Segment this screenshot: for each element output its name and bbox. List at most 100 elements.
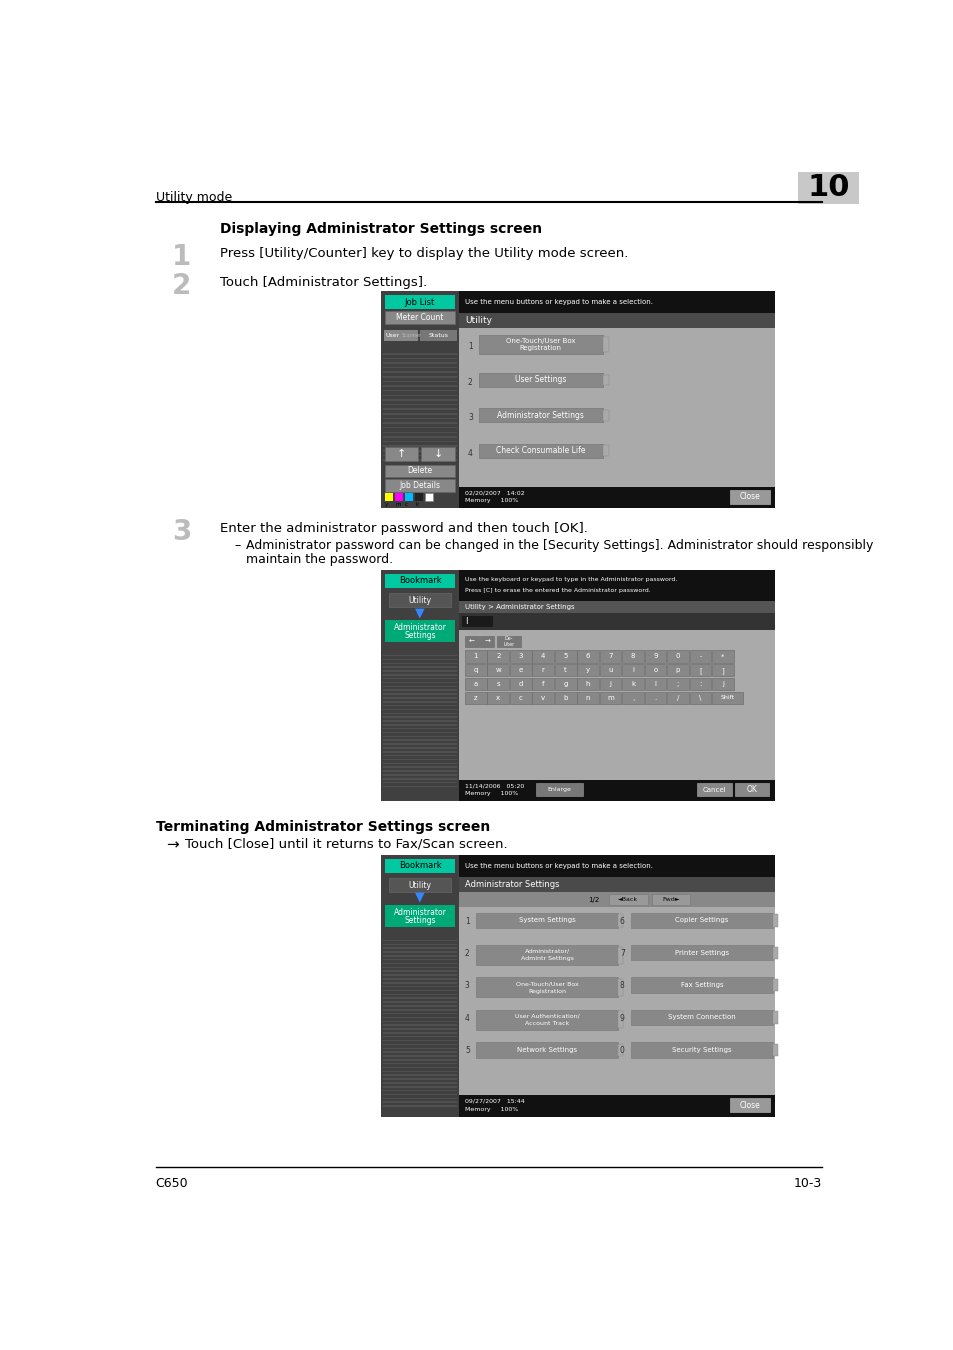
Bar [382,728,456,729]
Text: 10-3: 10-3 [793,1177,821,1189]
Bar [382,721,456,722]
Text: –: – [233,539,240,552]
Bar [476,1042,618,1057]
Text: ↓: ↓ [434,448,443,459]
Text: Enter the administrator password and then touch [OK].: Enter the administrator password and the… [220,521,587,535]
Bar [644,664,666,676]
Bar [383,329,418,340]
Bar [532,691,554,705]
Text: De-
Liter: De- Liter [503,636,515,647]
Text: Administrator: Administrator [393,909,446,917]
Bar [555,651,576,663]
Bar [382,1035,456,1038]
Bar [487,678,509,690]
Bar [382,690,456,691]
Text: Scanner: Scanner [401,332,421,338]
Text: w: w [495,667,500,674]
Bar [382,667,456,668]
Bar [382,1025,456,1026]
Bar [577,651,598,663]
Bar [509,678,531,690]
Bar [381,855,774,1116]
Bar [608,894,647,904]
Bar [382,450,456,451]
Text: 9: 9 [653,653,658,659]
Text: 2: 2 [464,949,469,958]
Text: t: t [563,667,566,674]
Text: 9: 9 [619,1014,624,1023]
Text: 8: 8 [630,653,635,659]
Text: 6: 6 [619,917,624,926]
Bar [405,493,413,501]
Bar [382,432,456,433]
Text: →: → [484,639,490,645]
Bar [487,664,509,676]
Bar [382,352,456,355]
Bar [697,783,731,796]
Text: e: e [518,667,522,674]
Text: Administrator Settings: Administrator Settings [497,410,583,420]
Text: 0: 0 [675,653,679,659]
Text: Utility mode: Utility mode [155,192,232,204]
Bar [458,292,774,313]
Bar [421,447,455,460]
Bar [458,313,774,328]
Text: o: o [653,667,657,674]
Text: Close: Close [739,493,760,501]
Text: x: x [496,695,499,701]
Text: y: y [585,667,590,674]
Bar [458,855,774,876]
Bar [602,336,608,352]
Text: Settings: Settings [404,630,436,640]
Bar [382,759,456,760]
Bar [458,1095,774,1116]
Text: Administrator: Administrator [393,624,446,632]
Bar [651,894,690,904]
Text: 1: 1 [172,243,191,271]
Bar [382,1002,456,1003]
Text: 2: 2 [172,273,192,300]
Text: Account Track: Account Track [524,1021,569,1026]
Text: 4: 4 [464,1014,469,1023]
Text: One-Touch/User Box: One-Touch/User Box [516,981,578,985]
Bar [382,1094,456,1095]
Bar [458,487,774,509]
Text: c: c [518,695,522,701]
Bar [666,678,688,690]
Bar [382,774,456,776]
Text: Shift: Shift [720,695,734,701]
Text: Memory     100%: Memory 100% [464,498,517,504]
Bar [385,904,455,926]
Text: 10: 10 [806,173,849,201]
Text: Job List: Job List [404,297,435,306]
Bar [382,1044,456,1045]
Text: Memory     100%: Memory 100% [464,1107,517,1111]
Bar [425,493,433,501]
Text: Press [C] to erase the entered the Administrator password.: Press [C] to erase the entered the Admin… [464,587,650,593]
Text: 5: 5 [563,653,567,659]
Bar [382,400,456,401]
Text: m: m [395,502,400,508]
Bar [385,296,455,309]
Bar [618,914,622,926]
Text: System Connection: System Connection [667,1014,735,1021]
Text: Fwd►: Fwd► [661,898,679,902]
Bar [476,945,618,965]
Text: Terminating Administrator Settings screen: Terminating Administrator Settings scree… [155,821,490,834]
Text: Utility: Utility [408,880,431,890]
Bar [382,1071,456,1072]
Bar [599,691,620,705]
Text: 09/27/2007   15:44: 09/27/2007 15:44 [464,1099,524,1104]
Bar [385,620,455,641]
Bar [382,1040,456,1041]
Text: m: m [607,695,614,701]
Bar [666,651,688,663]
Text: Network Settings: Network Settings [517,1046,577,1053]
Bar [382,971,456,972]
Bar [577,678,598,690]
Bar [382,682,456,683]
Bar [458,630,774,779]
Bar [476,913,618,929]
Bar [382,975,456,976]
Text: *: * [720,653,724,659]
